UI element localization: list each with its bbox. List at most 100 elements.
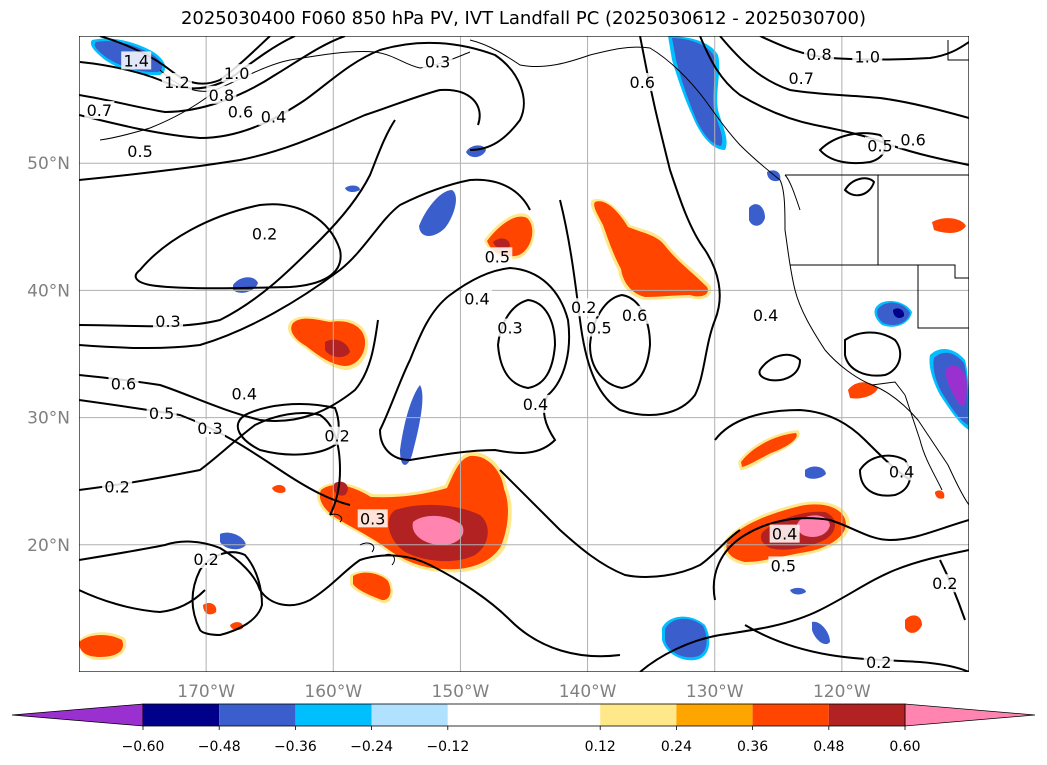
- contour-label: 0.4: [772, 525, 797, 544]
- contour-label: 0.6: [900, 130, 925, 149]
- contour-label-bg: [461, 289, 492, 308]
- contour-label-bg: [482, 247, 513, 266]
- contour-label: 0.4: [889, 462, 914, 481]
- colorbar-extend-min: [11, 703, 144, 727]
- colorbar-segment: [219, 704, 296, 726]
- colorbar-tick-label: 0.36: [737, 739, 768, 755]
- colorbar-extend-max: [904, 703, 1036, 727]
- contour-label: 0.4: [523, 395, 548, 414]
- gridlines: [79, 36, 969, 672]
- colorbar-tick-label: 0.48: [813, 739, 844, 755]
- contour-label: 0.5: [127, 142, 152, 161]
- lon-tick-label: 120°W: [813, 682, 871, 702]
- colorbar-segment: [143, 704, 220, 726]
- colorbar-tick-label: −0.48: [198, 739, 241, 755]
- contour-label-bg: [619, 305, 650, 324]
- colorbar: −0.60 −0.48 −0.36 −0.24 −0.12 0.12 0.24 0.36 0.4…: [11, 703, 1036, 755]
- contour-label-bg: [803, 45, 834, 64]
- contour-label: 0.6: [630, 73, 655, 92]
- colorbar-tick-label: 0.24: [661, 739, 692, 755]
- contour-label: 1.2: [164, 73, 189, 92]
- colorbar-tick-label: −0.36: [274, 739, 317, 755]
- contour-label-bg: [225, 102, 256, 121]
- contour-label-bg: [929, 574, 960, 593]
- chart-title: 2025030400 F060 850 hPa PV, IVT Landfall…: [180, 8, 867, 29]
- colorbar-tick-label: −0.60: [122, 739, 165, 755]
- contour-label-bg: [161, 73, 192, 92]
- axis-tick-labels: 170°W 160°W 150°W 140°W 130°W 120°W 20°N 30°N 40…: [27, 154, 871, 702]
- contour-label: 0.3: [360, 509, 385, 528]
- contour-label: 0.3: [155, 312, 180, 331]
- colorbar-tick-label: −0.24: [350, 739, 393, 755]
- contour-label-bg: [191, 550, 222, 569]
- contour-label: 0.4: [753, 306, 778, 325]
- contour-label-bg: [750, 305, 781, 324]
- contour-label-bg: [357, 509, 388, 528]
- colorbar-tick-label: −0.12: [426, 739, 469, 755]
- lon-tick-label: 160°W: [304, 682, 362, 702]
- colorbar-segment: [676, 704, 753, 726]
- contour-label: 0.7: [87, 101, 112, 120]
- contour-label-bg: [146, 403, 177, 422]
- contour-label-bg: [121, 51, 152, 70]
- lat-tick-label: 30°N: [27, 409, 70, 429]
- lon-tick-label: 140°W: [559, 682, 617, 702]
- lat-tick-label: 20°N: [27, 536, 70, 556]
- map-panel: 1.41.2 1.00.80.6 0.40.70.50.30.20.50.40.30…: [79, 36, 969, 672]
- contour-label-bg: [768, 556, 799, 575]
- contour-label-bg: [769, 524, 800, 543]
- contour-label: 0.5: [149, 404, 174, 423]
- colorbar-segment: [600, 704, 677, 726]
- contour-label-bg: [627, 73, 658, 92]
- contour-label: 0.2: [252, 224, 277, 243]
- contour-label-bg: [863, 653, 894, 672]
- contour-label: 0.6: [228, 102, 253, 121]
- contour-label-bg: [194, 419, 225, 438]
- contour-label: 1.4: [123, 51, 148, 70]
- contour-label-bg: [852, 47, 883, 66]
- contour-label: 0.3: [425, 53, 450, 72]
- contour-label: 0.6: [111, 375, 136, 394]
- contour-label-bg: [258, 107, 289, 126]
- contour-label-bg: [584, 318, 615, 337]
- contour-label-bg: [102, 477, 133, 496]
- contour-label-bg: [886, 462, 917, 481]
- lon-tick-label: 130°W: [686, 682, 744, 702]
- contour-label: 0.5: [771, 556, 796, 575]
- contour-label: 0.2: [324, 427, 349, 446]
- contour-label-bg: [495, 318, 526, 337]
- lat-tick-label: 40°N: [27, 281, 70, 301]
- contour-label: 0.4: [464, 289, 489, 308]
- contour-label: 0.7: [788, 69, 813, 88]
- contour-label: 0.6: [622, 306, 647, 325]
- contour-label: 0.2: [193, 550, 218, 569]
- contour-label: 0.5: [485, 247, 510, 266]
- contour-label-bg: [221, 64, 252, 83]
- colorbar-tick-label: 0.60: [889, 739, 920, 755]
- contour-label-bg: [322, 426, 353, 445]
- contour-label: 0.5: [867, 137, 892, 156]
- contour-label: 0.2: [866, 653, 891, 672]
- contour-label: 0.8: [209, 86, 234, 105]
- contour-label-bg: [520, 394, 551, 413]
- contour-label: 0.4: [232, 385, 257, 404]
- contour-label-bg: [125, 141, 156, 160]
- colorbar-segment: [295, 704, 372, 726]
- contour-label-bg: [153, 312, 183, 331]
- colorbar-segment: [447, 704, 601, 726]
- contour-label-bg: [249, 224, 280, 243]
- contour-label: 0.2: [571, 298, 596, 317]
- lon-tick-label: 170°W: [177, 682, 235, 702]
- contour-label: 1.0: [224, 64, 249, 83]
- colorbar-tick-label: 0.12: [585, 739, 616, 755]
- colorbar-frame: [142, 703, 906, 727]
- contour-label: 0.2: [104, 478, 129, 497]
- contour-labels: 1.41.2 1.00.80.6 0.40.70.50.30.20.50.40.30…: [84, 45, 960, 672]
- contour-label-bg: [898, 130, 929, 149]
- colorbar-segment: [828, 704, 905, 726]
- contour-label-bg: [865, 136, 895, 155]
- contour-label-bg: [786, 69, 817, 88]
- contour-label-bg: [568, 298, 599, 317]
- contour-label-bg: [84, 101, 115, 120]
